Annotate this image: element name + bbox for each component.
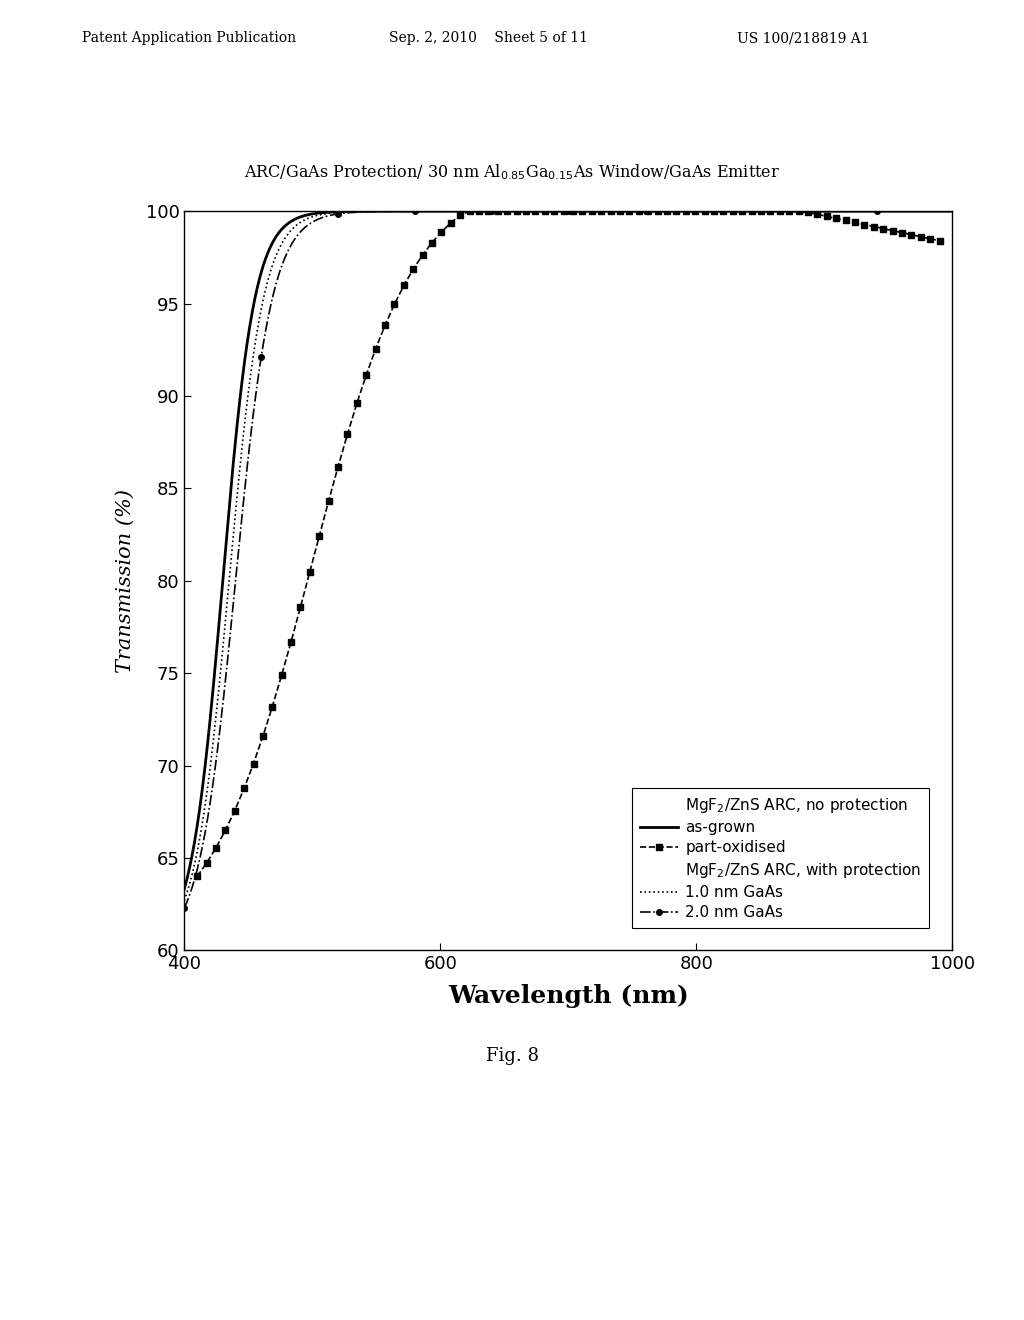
Text: ARC/GaAs Protection/ 30 nm Al$_{0.85}$Ga$_{0.15}$As Window/GaAs Emitter: ARC/GaAs Protection/ 30 nm Al$_{0.85}$Ga… [244, 162, 780, 182]
Text: Sep. 2, 2010    Sheet 5 of 11: Sep. 2, 2010 Sheet 5 of 11 [389, 32, 588, 45]
X-axis label: Wavelength (nm): Wavelength (nm) [447, 985, 689, 1008]
Legend: MgF$_2$/ZnS ARC, no protection, as-grown, part-oxidised, MgF$_2$/ZnS ARC, with p: MgF$_2$/ZnS ARC, no protection, as-grown… [632, 788, 930, 928]
Text: Patent Application Publication: Patent Application Publication [82, 32, 296, 45]
Text: Fig. 8: Fig. 8 [485, 1047, 539, 1065]
Y-axis label: Transmission (%): Transmission (%) [116, 488, 134, 673]
Text: US 100/218819 A1: US 100/218819 A1 [737, 32, 870, 45]
